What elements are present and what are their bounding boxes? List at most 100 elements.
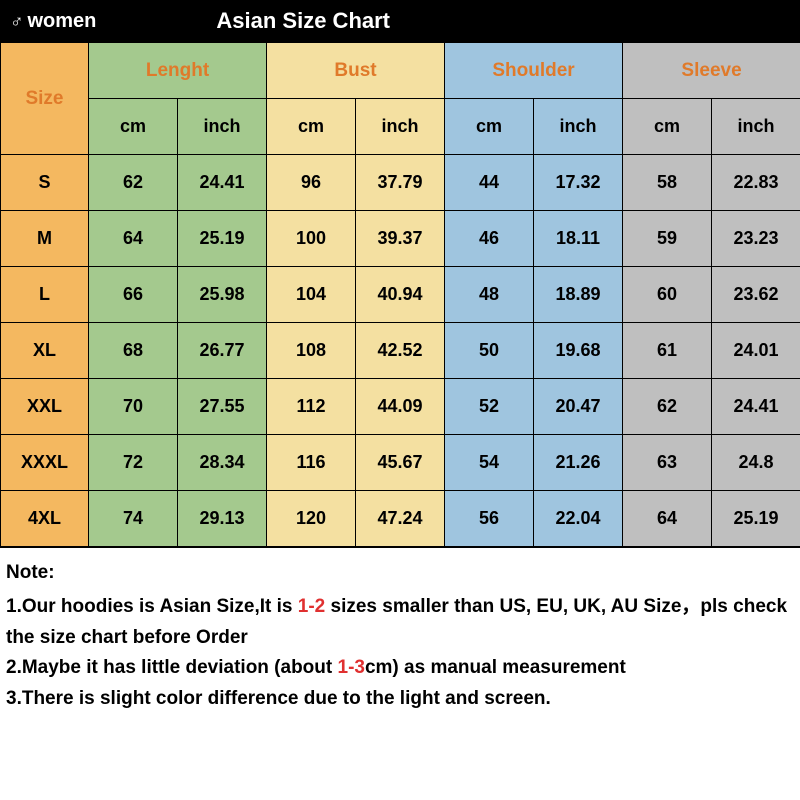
table-row: M6425.1910039.374618.115923.23 [1, 211, 800, 267]
cell-bust_cm: 104 [267, 267, 356, 323]
cell-bust_cm: 100 [267, 211, 356, 267]
header-row-1: Size Lenght Bust Shoulder Sleeve [1, 43, 800, 99]
cell-bust_cm: 120 [267, 491, 356, 547]
sub-length-in: inch [178, 99, 267, 155]
table-row: S6224.419637.794417.325822.83 [1, 155, 800, 211]
cell-shoulder_cm: 54 [445, 435, 534, 491]
cell-shoulder_in: 21.26 [534, 435, 623, 491]
table-row: XXXL7228.3411645.675421.266324.8 [1, 435, 800, 491]
note-line-2: 2.Maybe it has little deviation (about 1… [6, 653, 794, 683]
cell-size: XL [1, 323, 89, 379]
cell-sleeve_cm: 59 [623, 211, 712, 267]
cell-length_in: 28.34 [178, 435, 267, 491]
cell-bust_cm: 96 [267, 155, 356, 211]
cell-shoulder_in: 17.32 [534, 155, 623, 211]
cell-bust_in: 40.94 [356, 267, 445, 323]
sub-sleeve-in: inch [712, 99, 800, 155]
cell-sleeve_cm: 63 [623, 435, 712, 491]
cell-bust_in: 44.09 [356, 379, 445, 435]
cell-length_cm: 62 [89, 155, 178, 211]
note-line-1-red: 1-2 [298, 596, 325, 617]
size-chart-table: Size Lenght Bust Shoulder Sleeve cm inch… [0, 42, 800, 547]
note-title: Note: [6, 558, 794, 588]
cell-length_in: 25.19 [178, 211, 267, 267]
cell-sleeve_in: 25.19 [712, 491, 800, 547]
cell-shoulder_in: 18.89 [534, 267, 623, 323]
col-size: Size [1, 43, 89, 155]
cell-length_cm: 64 [89, 211, 178, 267]
cell-shoulder_cm: 50 [445, 323, 534, 379]
cell-sleeve_cm: 58 [623, 155, 712, 211]
cell-shoulder_cm: 48 [445, 267, 534, 323]
note-line-2-red: 1-3 [338, 657, 365, 678]
cell-length_in: 29.13 [178, 491, 267, 547]
cell-shoulder_in: 19.68 [534, 323, 623, 379]
cell-size: XXL [1, 379, 89, 435]
cell-sleeve_in: 22.83 [712, 155, 800, 211]
header-row-2: cm inch cm inch cm inch cm inch [1, 99, 800, 155]
sub-bust-in: inch [356, 99, 445, 155]
col-bust: Bust [267, 43, 445, 99]
cell-bust_in: 42.52 [356, 323, 445, 379]
cell-bust_cm: 116 [267, 435, 356, 491]
cell-bust_cm: 112 [267, 379, 356, 435]
cell-shoulder_in: 18.11 [534, 211, 623, 267]
cell-sleeve_in: 24.41 [712, 379, 800, 435]
cell-length_in: 27.55 [178, 379, 267, 435]
note-line-1a: 1.Our hoodies is Asian Size,It is [6, 596, 298, 617]
cell-shoulder_in: 22.04 [534, 491, 623, 547]
cell-sleeve_in: 23.62 [712, 267, 800, 323]
note-line-2b: cm) as manual measurement [365, 657, 626, 678]
cell-shoulder_cm: 44 [445, 155, 534, 211]
table-row: L6625.9810440.944818.896023.62 [1, 267, 800, 323]
cell-length_cm: 68 [89, 323, 178, 379]
cell-bust_in: 39.37 [356, 211, 445, 267]
cell-shoulder_in: 20.47 [534, 379, 623, 435]
sub-length-cm: cm [89, 99, 178, 155]
cell-sleeve_in: 24.01 [712, 323, 800, 379]
note-line-3: 3.There is slight color difference due t… [6, 684, 794, 714]
cell-sleeve_in: 24.8 [712, 435, 800, 491]
sub-bust-cm: cm [267, 99, 356, 155]
cell-bust_in: 47.24 [356, 491, 445, 547]
sub-shoulder-in: inch [534, 99, 623, 155]
cell-sleeve_cm: 64 [623, 491, 712, 547]
cell-size: S [1, 155, 89, 211]
note-line-2a: 2.Maybe it has little deviation (about [6, 657, 338, 678]
cell-sleeve_in: 23.23 [712, 211, 800, 267]
sub-shoulder-cm: cm [445, 99, 534, 155]
col-length: Lenght [89, 43, 267, 99]
cell-length_cm: 66 [89, 267, 178, 323]
cell-size: XXXL [1, 435, 89, 491]
page-title: Asian Size Chart [216, 8, 390, 34]
cell-size: 4XL [1, 491, 89, 547]
cell-length_cm: 72 [89, 435, 178, 491]
col-sleeve: Sleeve [623, 43, 800, 99]
cell-length_in: 26.77 [178, 323, 267, 379]
cell-bust_in: 37.79 [356, 155, 445, 211]
cell-shoulder_cm: 46 [445, 211, 534, 267]
note-section: Note: 1.Our hoodies is Asian Size,It is … [0, 547, 800, 738]
cell-length_cm: 74 [89, 491, 178, 547]
sub-sleeve-cm: cm [623, 99, 712, 155]
table-row: 4XL7429.1312047.245622.046425.19 [1, 491, 800, 547]
note-line-1: 1.Our hoodies is Asian Size,It is 1-2 si… [6, 592, 794, 653]
cell-shoulder_cm: 56 [445, 491, 534, 547]
header-bar: ♂ women Asian Size Chart [0, 0, 800, 42]
cell-sleeve_cm: 62 [623, 379, 712, 435]
cell-length_cm: 70 [89, 379, 178, 435]
cell-bust_cm: 108 [267, 323, 356, 379]
gender-label: women [28, 10, 97, 33]
cell-shoulder_cm: 52 [445, 379, 534, 435]
cell-length_in: 25.98 [178, 267, 267, 323]
cell-bust_in: 45.67 [356, 435, 445, 491]
table-row: XXL7027.5511244.095220.476224.41 [1, 379, 800, 435]
cell-size: M [1, 211, 89, 267]
cell-size: L [1, 267, 89, 323]
cell-sleeve_cm: 60 [623, 267, 712, 323]
cell-sleeve_cm: 61 [623, 323, 712, 379]
col-shoulder: Shoulder [445, 43, 623, 99]
cell-length_in: 24.41 [178, 155, 267, 211]
gender-icon: ♂ [10, 11, 24, 32]
table-row: XL6826.7710842.525019.686124.01 [1, 323, 800, 379]
